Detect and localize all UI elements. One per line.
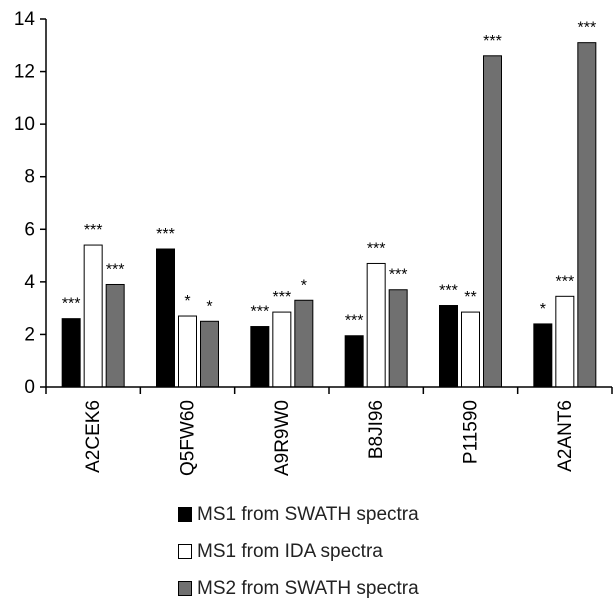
legend-swatch	[178, 544, 192, 559]
significance-label: *	[206, 298, 212, 315]
legend-label: MS1 from SWATH spectra	[197, 503, 419, 525]
legend-item: MS2 from SWATH spectra	[178, 570, 419, 607]
bar	[439, 305, 458, 388]
bar	[178, 315, 197, 388]
legend-label: MS2 from SWATH spectra	[197, 577, 419, 599]
bar	[250, 326, 270, 388]
significance-label: *	[184, 293, 190, 310]
x-category-label: Q5FW60	[178, 400, 199, 476]
bar	[61, 318, 81, 388]
y-tick-label: 6	[24, 219, 35, 240]
legend-item: MS1 from IDA spectra	[178, 533, 419, 570]
bar	[483, 55, 502, 388]
significance-label: ***	[250, 304, 269, 321]
significance-label: ***	[84, 222, 103, 239]
bar	[555, 295, 575, 388]
x-category-label: B8JI96	[366, 400, 387, 459]
legend-swatch	[178, 507, 192, 522]
significance-label: *	[301, 277, 307, 294]
significance-label: ***	[106, 261, 125, 278]
significance-label: ***	[367, 240, 386, 257]
y-tick-label: 14	[14, 9, 36, 30]
bar	[366, 262, 386, 388]
bar	[83, 244, 103, 388]
bar	[344, 335, 364, 388]
significance-label: **	[464, 289, 476, 306]
x-category-label: A2ANT6	[555, 400, 576, 472]
bar	[156, 248, 175, 388]
significance-label: ***	[577, 20, 596, 37]
legend-label: MS1 from IDA spectra	[197, 540, 383, 562]
bar	[388, 289, 408, 388]
bar	[272, 311, 292, 388]
significance-label: ***	[555, 273, 574, 290]
bars-group: ************* * ******************* *******…	[61, 20, 597, 388]
y-tick-label: 12	[14, 62, 35, 83]
y-tick-label: 4	[24, 272, 35, 293]
bar	[200, 320, 219, 388]
significance-label: ***	[156, 226, 175, 243]
x-category-label: P11590	[461, 400, 482, 464]
significance-label: ***	[439, 283, 458, 300]
bar	[105, 283, 125, 388]
bar	[577, 42, 597, 388]
y-tick-label: 0	[24, 377, 35, 398]
bar	[533, 323, 553, 388]
y-tick-label: 2	[24, 324, 35, 345]
x-axis: A2CEK6 Q5FW60 A9R9W0 B8JI96 P11590 A2ANT6	[45, 386, 613, 476]
legend: MS1 from SWATH spectra MS1 from IDA spec…	[178, 496, 419, 607]
significance-label: ***	[483, 33, 502, 50]
y-tick-label: 10	[14, 114, 35, 135]
bar	[461, 311, 480, 388]
legend-item: MS1 from SWATH spectra	[178, 496, 419, 533]
x-category-label: A9R9W0	[272, 400, 293, 476]
x-category-label: A2CEK6	[83, 400, 104, 473]
significance-label: *	[540, 301, 546, 318]
significance-label: ***	[62, 296, 81, 313]
significance-label: ***	[272, 289, 291, 306]
y-tick-label: 8	[24, 167, 35, 188]
bar	[294, 299, 314, 388]
significance-label: ***	[345, 313, 364, 330]
significance-label: ***	[389, 267, 408, 284]
y-axis: 0 2 4 6 8 10 12 14	[14, 9, 47, 398]
legend-swatch	[178, 581, 192, 596]
